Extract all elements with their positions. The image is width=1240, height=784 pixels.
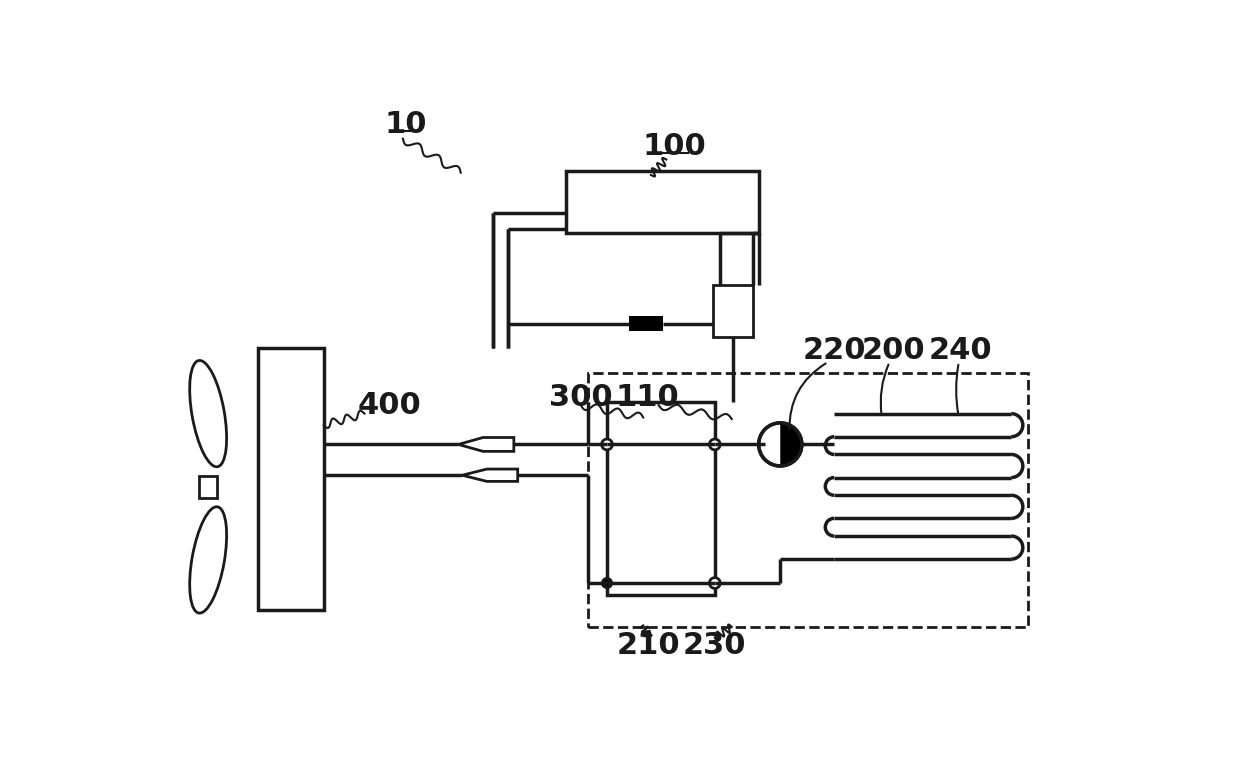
FancyBboxPatch shape [588,373,1028,627]
Text: 10: 10 [384,111,428,140]
FancyBboxPatch shape [630,316,663,332]
Text: 210: 210 [616,631,681,660]
Text: 200: 200 [862,336,925,365]
Text: 100: 100 [642,132,706,161]
Circle shape [709,578,720,589]
Polygon shape [463,469,517,481]
Text: 240: 240 [929,336,992,365]
Text: 400: 400 [357,391,420,420]
FancyBboxPatch shape [567,171,759,233]
Text: 300: 300 [549,383,613,412]
Text: 220: 220 [802,336,866,365]
Text: 230: 230 [683,631,746,660]
Wedge shape [780,423,802,466]
Circle shape [603,579,611,588]
FancyBboxPatch shape [713,285,753,337]
FancyBboxPatch shape [608,402,714,594]
Circle shape [709,439,720,450]
FancyBboxPatch shape [258,348,324,610]
Circle shape [601,439,613,450]
Circle shape [759,423,802,466]
Polygon shape [459,437,513,452]
FancyBboxPatch shape [198,476,217,498]
Text: 110: 110 [615,383,680,412]
